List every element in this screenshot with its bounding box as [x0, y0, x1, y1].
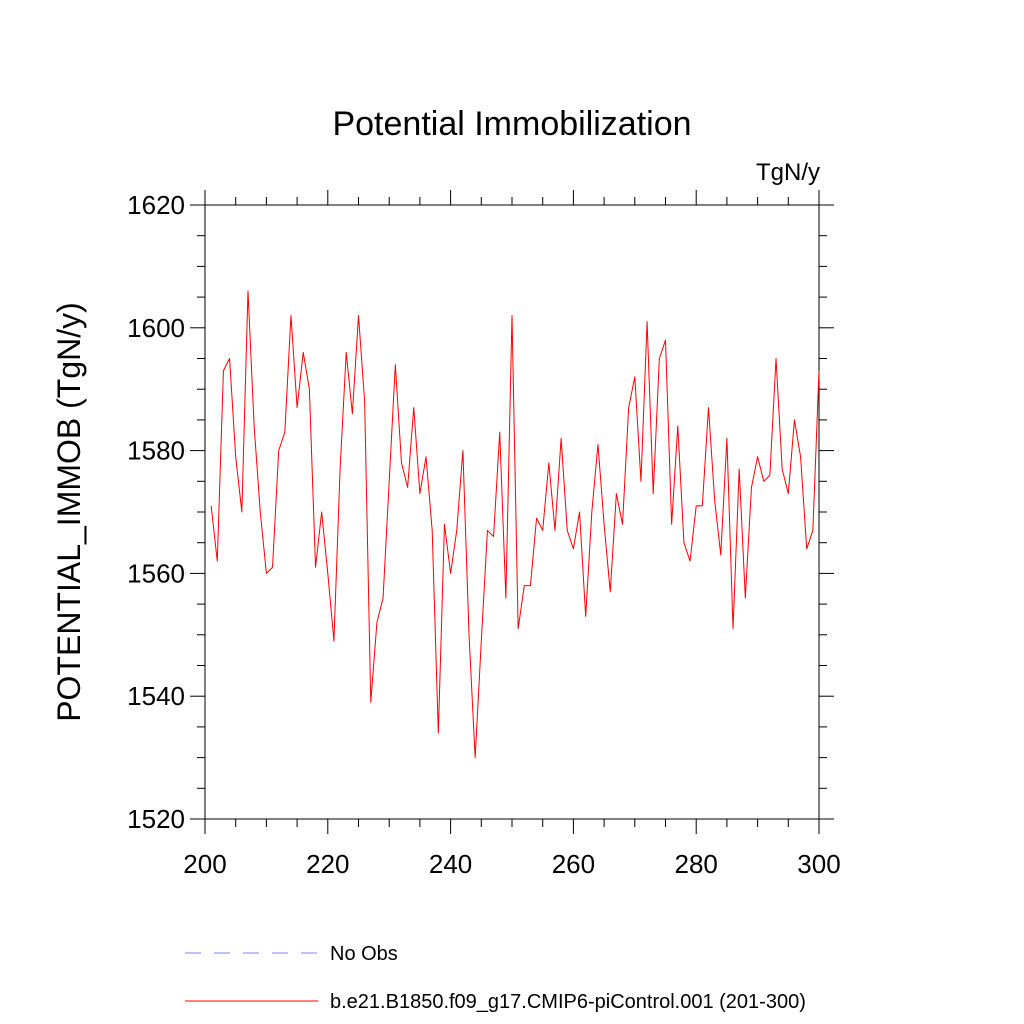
y-tick-label: 1580: [127, 436, 185, 466]
x-tick-label: 300: [797, 849, 840, 879]
x-tick-label: 240: [429, 849, 472, 879]
data-series: [210, 290, 820, 759]
legend-label-model: b.e21.B1850.f09_g17.CMIP6-piControl.001 …: [330, 991, 806, 1013]
axis-tick-labels: 200 220 240 260 280 300 1520 1540 1560 1580 1600 16…: [127, 190, 841, 879]
x-tick-label: 280: [675, 849, 718, 879]
x-tick-label: 200: [183, 849, 226, 879]
y-tick-label: 1620: [127, 190, 185, 220]
y-tick-label: 1560: [127, 558, 185, 588]
chart-title: Potential Immobilization: [332, 105, 691, 143]
plot-area: 200 220 240 260 280 300 1520 1540 1560 1580 1600 16…: [127, 190, 841, 879]
units-label: TgN/y: [756, 159, 820, 186]
x-tick-label: 260: [552, 849, 595, 879]
y-tick-label: 1540: [127, 681, 185, 711]
x-tick-label: 220: [306, 849, 349, 879]
plot-frame: [204, 204, 820, 820]
y-axis-label: POTENTIAL_IMMOB (TgN/y): [51, 302, 87, 722]
series-line: [210, 290, 820, 759]
axis-ticks: [190, 190, 834, 834]
y-tick-label: 1520: [127, 804, 185, 834]
legend-label-no-obs: No Obs: [330, 943, 398, 965]
y-tick-label: 1600: [127, 313, 185, 343]
legend: No Obs b.e21.B1850.f09_g17.CMIP6-piContr…: [185, 943, 806, 1013]
